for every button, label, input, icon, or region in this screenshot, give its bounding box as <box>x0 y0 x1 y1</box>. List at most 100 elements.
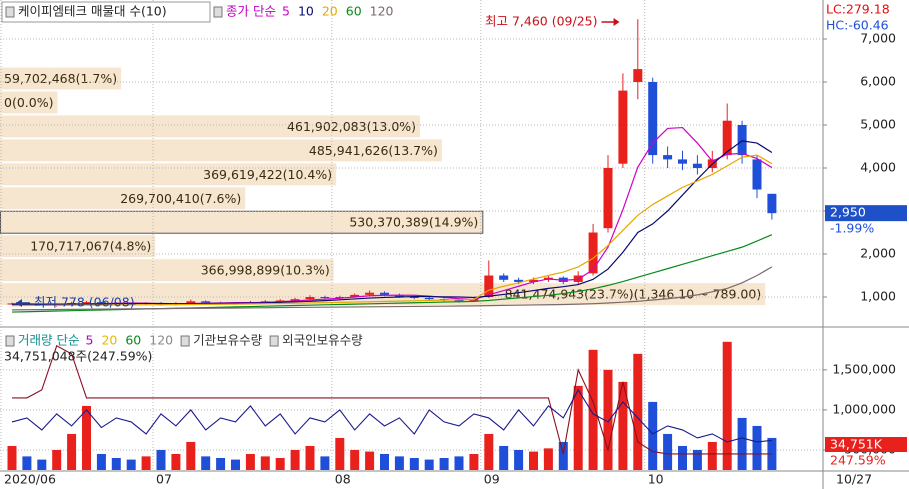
profile-bar <box>0 187 246 210</box>
moving-average-line <box>11 266 773 311</box>
legend-entry: 120 <box>370 4 394 19</box>
profile-label: 841,474,943(23.7%)(1,346.10 ~ 789.00) <box>505 287 762 302</box>
volume-bar <box>216 457 226 470</box>
profile-label: 530,370,389(14.9%) <box>349 215 478 230</box>
candle-body <box>514 279 524 282</box>
profile-label: 461,902,083(13.0%) <box>287 119 416 134</box>
volume-bar <box>7 445 17 470</box>
volume-bar <box>37 459 47 470</box>
candle-body <box>380 292 389 295</box>
profile-label: 485,941,626(13.7%) <box>309 143 438 158</box>
low-annotation: 최저 778 (06/08) <box>34 295 135 310</box>
candle-body <box>409 297 419 299</box>
volume-bar <box>424 459 434 470</box>
x-tick-label: 08 <box>335 472 351 487</box>
profile-bar <box>0 67 55 90</box>
y-tick-label: 2,000 <box>860 246 896 261</box>
volume-tag-ratio: 247.59% <box>830 453 886 468</box>
legend-prefix: 종가 단순 <box>226 4 276 19</box>
volume-bar <box>499 445 509 470</box>
legend-entry: 60 <box>125 333 141 348</box>
y-tick-label: 7,000 <box>860 31 896 46</box>
legend-entry: 120 <box>149 333 173 348</box>
volume-tag <box>825 437 907 452</box>
profile-bar <box>0 163 337 186</box>
candle-body <box>469 299 479 302</box>
candle-body <box>767 193 777 214</box>
title-box[interactable] <box>1 1 211 23</box>
legend-prefix: 거래량 단순 <box>18 333 79 348</box>
candle-body <box>454 300 464 302</box>
volume-bar <box>603 369 613 470</box>
legend-icon <box>213 6 223 18</box>
legend-entry: 5 <box>85 333 93 348</box>
candle-body <box>424 297 434 300</box>
volume-bar <box>275 457 285 470</box>
high-arrow-head <box>613 18 620 26</box>
volume-bar <box>484 433 494 470</box>
y-tick-label: 1,000,000 <box>832 401 896 416</box>
volume-bar <box>260 456 270 470</box>
profile-bar <box>0 235 156 258</box>
volume-bar <box>141 456 151 470</box>
profile-label: 0(0.0%) <box>4 95 53 110</box>
volume-bar <box>201 456 211 470</box>
candle-body <box>692 163 702 169</box>
label-background <box>0 91 58 114</box>
price-tag <box>825 205 907 222</box>
volume-tag-label: 34,751K <box>830 437 883 452</box>
candle-body <box>663 155 673 160</box>
volume-bar <box>245 453 255 470</box>
candle-body <box>186 301 196 304</box>
legend-entry: 20 <box>101 333 117 348</box>
y-tick-label: 6,000 <box>860 74 896 89</box>
profile-bar <box>0 259 334 282</box>
volume-bar <box>543 448 553 470</box>
holding-line <box>12 345 772 455</box>
candle-body <box>618 90 628 164</box>
volume-bar <box>350 449 360 470</box>
volume-bar <box>618 381 628 470</box>
volume-bar <box>633 353 643 470</box>
y-tick-label: 1,500,000 <box>832 361 896 376</box>
volume-bar <box>126 459 136 470</box>
volume-bar <box>186 441 196 470</box>
legend-entry: 5 <box>282 4 290 19</box>
candle-body <box>633 69 643 83</box>
x-tick-label: 2020/06 <box>4 472 56 487</box>
candle-body <box>588 232 598 274</box>
volume-profile: 841,474,943(23.7%)(1,346.10 ~ 789.00) 366… <box>0 67 766 306</box>
volume-bar <box>365 451 375 470</box>
volume-bar <box>707 441 717 470</box>
legend-entry: 기관보유수량 <box>193 333 263 348</box>
legend-icon <box>5 335 15 347</box>
legend-entry: 외국인보유수량 <box>282 333 363 348</box>
candle-body <box>275 300 285 302</box>
x-tick-label: 10 <box>648 472 664 487</box>
volume-bar <box>439 457 449 470</box>
profile-label: 366,998,899(10.3%) <box>201 263 330 278</box>
volume-bar <box>52 449 62 470</box>
hc-label: HC:-60.46 <box>826 18 889 33</box>
volume-bar <box>156 449 166 470</box>
volume-bar <box>290 449 300 470</box>
legend-icon <box>180 335 190 347</box>
candle-body <box>320 297 330 299</box>
candle-body <box>484 275 494 298</box>
volume-bar <box>558 441 568 470</box>
candle-body <box>365 292 375 295</box>
legend-entry: 10 <box>298 4 314 19</box>
volume-bar <box>722 341 732 470</box>
legend-entry: 20 <box>322 4 338 19</box>
y-tick-label: 4,000 <box>860 160 896 175</box>
candle-body <box>678 159 687 164</box>
candle-body <box>350 294 360 298</box>
volume-bar <box>394 456 404 470</box>
lc-label: LC:279.18 <box>826 2 890 17</box>
moving-average-line <box>11 140 773 305</box>
y-tick-label: 1,000 <box>860 289 896 304</box>
profile-label: 170,717,067(4.8%) <box>30 239 151 254</box>
x-tick-label: 07 <box>156 472 172 487</box>
